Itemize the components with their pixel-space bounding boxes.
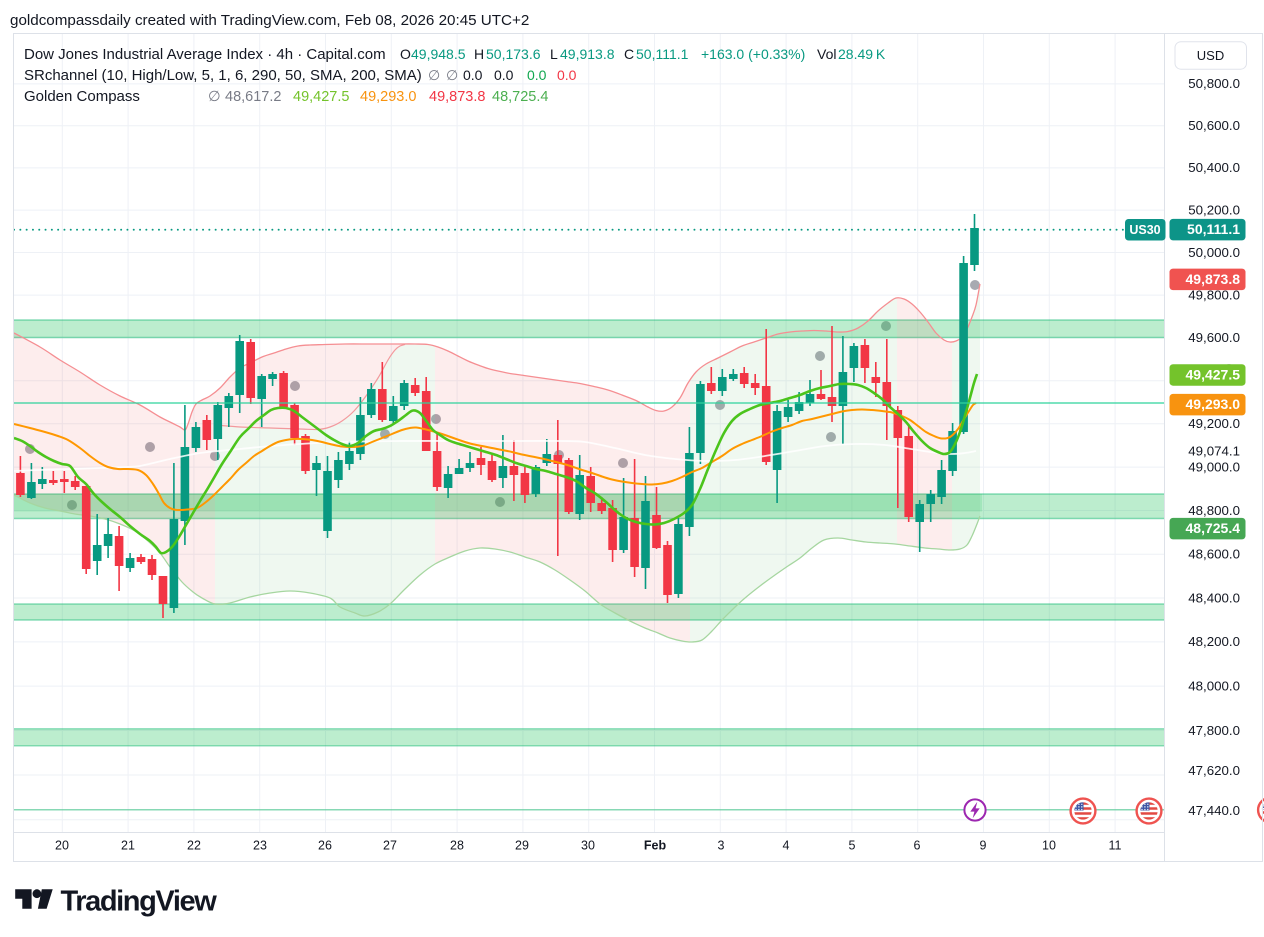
svg-text:11: 11 [1109, 839, 1122, 853]
svg-text:0.0: 0.0 [527, 67, 547, 83]
svg-text:48,400.0: 48,400.0 [1188, 590, 1240, 605]
svg-text:49,913.8: 49,913.8 [560, 46, 615, 62]
svg-text:0.0: 0.0 [463, 67, 483, 83]
svg-text:48,000.0: 48,000.0 [1188, 678, 1240, 693]
svg-text:O: O [400, 46, 411, 62]
svg-text:30: 30 [581, 839, 595, 853]
svg-text:48,200.0: 48,200.0 [1188, 634, 1240, 649]
svg-text:48,600.0: 48,600.0 [1188, 547, 1240, 562]
svg-text:48,725.4: 48,725.4 [1186, 520, 1241, 536]
svg-text:23: 23 [253, 839, 267, 853]
svg-text:Vol: Vol [817, 46, 836, 62]
svg-text:48,725.4: 48,725.4 [492, 89, 548, 105]
svg-text:49,600.0: 49,600.0 [1188, 330, 1240, 345]
svg-text:L: L [550, 46, 558, 62]
svg-text:4: 4 [783, 839, 790, 853]
svg-text:6: 6 [914, 839, 921, 853]
svg-text:50,111.1: 50,111.1 [1187, 221, 1240, 237]
svg-text:US30: US30 [1129, 223, 1160, 237]
svg-text:49,074.1: 49,074.1 [1188, 443, 1240, 458]
svg-text:49,873.8: 49,873.8 [1186, 271, 1241, 287]
svg-text:28.49 K: 28.49 K [838, 46, 886, 62]
svg-text:50,800.0: 50,800.0 [1188, 76, 1240, 91]
svg-text:49,873.8: 49,873.8 [429, 89, 485, 105]
svg-text:49,948.5: 49,948.5 [411, 46, 466, 62]
svg-text:49,293.0: 49,293.0 [1186, 396, 1241, 412]
svg-text:49,000.0: 49,000.0 [1188, 459, 1240, 474]
svg-text:27: 27 [383, 839, 397, 853]
svg-text:50,600.0: 50,600.0 [1188, 118, 1240, 133]
svg-text:10: 10 [1042, 839, 1056, 853]
svg-text:Golden Compass: Golden Compass [24, 88, 140, 105]
svg-text:9: 9 [980, 839, 987, 853]
svg-text:C: C [624, 46, 634, 62]
svg-text:+163.0 (+0.33%): +163.0 (+0.33%) [701, 46, 805, 62]
svg-text:50,111.1: 50,111.1 [636, 46, 689, 62]
svg-text:∅: ∅ [446, 67, 458, 83]
svg-text:49,200.0: 49,200.0 [1188, 416, 1240, 431]
svg-text:49,427.5: 49,427.5 [293, 89, 349, 105]
svg-text:0.0: 0.0 [494, 67, 514, 83]
svg-text:Feb: Feb [644, 839, 667, 853]
svg-text:26: 26 [318, 839, 332, 853]
svg-text:∅: ∅ [428, 67, 440, 83]
svg-text:SRchannel (10, High/Low, 5, 1,: SRchannel (10, High/Low, 5, 1, 6, 290, 5… [24, 67, 422, 84]
svg-text:28: 28 [450, 839, 464, 853]
svg-text:47,620.0: 47,620.0 [1188, 763, 1240, 778]
svg-text:50,173.6: 50,173.6 [486, 46, 541, 62]
svg-text:49,800.0: 49,800.0 [1188, 287, 1240, 302]
svg-text:0.0: 0.0 [557, 67, 577, 83]
svg-text:H: H [474, 46, 484, 62]
svg-text:49,293.0: 49,293.0 [360, 89, 416, 105]
svg-text:47,800.0: 47,800.0 [1188, 723, 1240, 738]
svg-text:3: 3 [718, 839, 725, 853]
svg-text:TradingView: TradingView [61, 886, 218, 918]
svg-text:48,617.2: 48,617.2 [225, 89, 281, 105]
svg-text:50,000.0: 50,000.0 [1188, 245, 1240, 260]
svg-text:29: 29 [515, 839, 529, 853]
svg-text:22: 22 [187, 839, 201, 853]
svg-text:49,427.5: 49,427.5 [1186, 367, 1241, 383]
svg-text:47,440.0: 47,440.0 [1188, 803, 1240, 818]
svg-text:USD: USD [1197, 48, 1224, 63]
svg-text:50,200.0: 50,200.0 [1188, 202, 1240, 217]
svg-text:21: 21 [121, 839, 135, 853]
svg-text:20: 20 [55, 839, 69, 853]
svg-text:goldcompassdaily created with: goldcompassdaily created with TradingVie… [10, 12, 529, 29]
svg-text:5: 5 [849, 839, 856, 853]
svg-text:Dow Jones Industrial Average I: Dow Jones Industrial Average Index · 4h … [24, 46, 386, 63]
svg-text:48,800.0: 48,800.0 [1188, 503, 1240, 518]
svg-text:50,400.0: 50,400.0 [1188, 160, 1240, 175]
svg-text:∅: ∅ [208, 89, 221, 105]
